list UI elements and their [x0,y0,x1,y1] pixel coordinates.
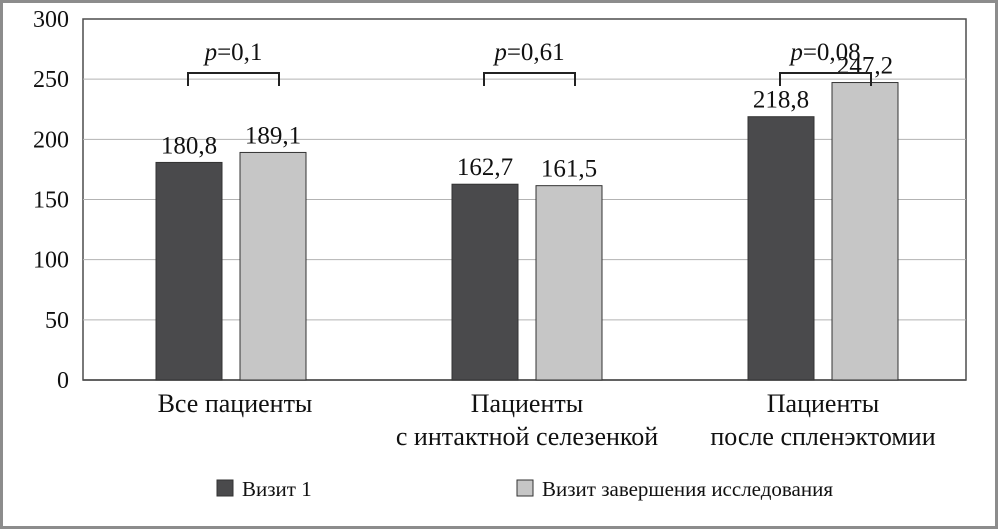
category-label: Пациенты [767,389,879,418]
p-symbol: p [788,39,803,66]
category-label: Все пациенты [158,389,313,418]
bar [451,183,519,381]
data-label: 162,7 [457,154,513,181]
bar [239,151,307,381]
data-label: 161,5 [541,156,597,183]
p-value-label: p=0,61 [492,39,564,66]
category-label: с интактной селезенкой [396,422,658,451]
p-symbol: p [203,39,218,66]
category-label: после спленэктомии [710,422,935,451]
y-tick-label: 150 [33,188,69,214]
bar [831,82,899,381]
significance-bracket [779,72,872,86]
p-value: =0,08 [803,39,861,66]
data-label: 218,8 [753,87,809,114]
significance-bracket [483,72,576,86]
p-value-label: p=0,08 [788,39,860,66]
category-label: Пациенты [471,389,583,418]
y-tick-label: 50 [45,308,69,334]
legend-label: Визит 1 [242,477,312,501]
y-tick-label: 100 [33,248,69,274]
y-tick-label: 0 [57,368,69,394]
data-label: 180,8 [161,132,217,159]
p-value: =0,61 [507,39,565,66]
bar [155,161,223,381]
y-tick-label: 250 [33,67,69,93]
p-value: =0,1 [217,39,262,66]
bar [535,185,603,381]
legend-swatch [516,479,534,497]
y-tick-label: 300 [33,7,69,33]
y-tick-label: 200 [33,127,69,153]
legend-label: Визит завершения исследования [542,477,833,501]
p-value-label: p=0,1 [203,39,263,66]
p-symbol: p [492,39,507,66]
bar [747,116,815,381]
significance-bracket [187,72,280,86]
legend-swatch [216,479,234,497]
data-label: 247,2 [837,53,893,80]
data-label: 189,1 [245,122,301,149]
